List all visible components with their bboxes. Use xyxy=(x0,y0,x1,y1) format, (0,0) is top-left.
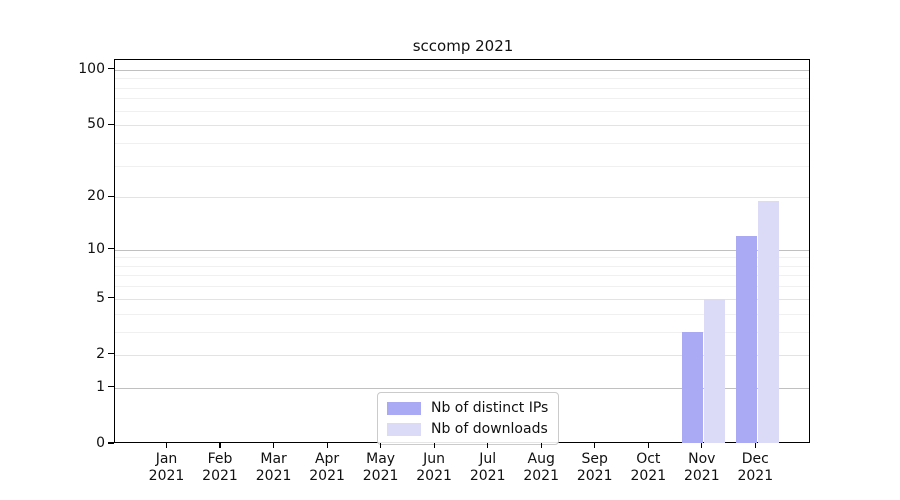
legend-item: Nb of distinct IPs xyxy=(387,400,548,416)
legend-item: Nb of downloads xyxy=(387,421,548,437)
gridline-labeled xyxy=(115,125,809,127)
y-tick-label: 10 xyxy=(87,240,105,257)
bar-distinct-ips xyxy=(735,236,757,443)
y-tick-mark xyxy=(108,68,114,70)
y-tick-label: 5 xyxy=(96,289,105,306)
x-tick-label: Sep 2021 xyxy=(576,451,613,484)
gridline-minor xyxy=(115,286,809,288)
x-tick-mark xyxy=(380,443,382,448)
x-tick-mark xyxy=(540,443,542,448)
x-tick-label: Dec 2021 xyxy=(737,451,774,484)
y-tick-label: 100 xyxy=(78,60,105,77)
gridline-labeled xyxy=(115,197,809,199)
x-tick-mark xyxy=(754,443,756,448)
x-tick-mark xyxy=(273,443,275,448)
legend-label: Nb of downloads xyxy=(431,421,548,437)
gridline-minor xyxy=(115,257,809,259)
y-tick-label: 20 xyxy=(87,188,105,205)
gridline-labeled xyxy=(115,298,809,300)
gridline-minor xyxy=(115,142,809,144)
gridline-labeled xyxy=(115,354,809,356)
x-tick-label: Nov 2021 xyxy=(683,451,720,484)
x-tick-mark xyxy=(487,443,489,448)
y-tick-label: 2 xyxy=(96,345,105,362)
gridline-minor xyxy=(115,331,809,333)
y-tick-mark xyxy=(108,248,114,250)
legend: Nb of distinct IPs Nb of downloads xyxy=(377,392,560,445)
gridline-minor xyxy=(115,78,809,80)
gridline-major xyxy=(115,69,809,71)
x-tick-label: Feb 2021 xyxy=(202,451,238,484)
x-tick-label: Aug 2021 xyxy=(523,451,559,484)
gridline-major xyxy=(115,249,809,251)
x-tick-mark xyxy=(594,443,596,448)
y-tick-label: 1 xyxy=(96,378,105,395)
y-tick-mark xyxy=(108,353,114,355)
plot-area: Nb of distinct IPs Nb of downloads xyxy=(114,59,810,445)
legend-swatch xyxy=(387,401,421,415)
y-tick-mark xyxy=(108,123,114,125)
gridline-minor xyxy=(115,165,809,167)
y-tick-mark xyxy=(108,386,114,388)
x-tick-label: Mar 2021 xyxy=(255,451,292,484)
y-tick-label: 50 xyxy=(87,116,105,133)
x-tick-label: May 2021 xyxy=(362,451,399,484)
y-tick-mark xyxy=(108,297,114,299)
x-tick-label: Oct 2021 xyxy=(630,451,667,484)
x-tick-mark xyxy=(326,443,328,448)
y-tick-label: 0 xyxy=(96,435,105,451)
x-tick-mark xyxy=(165,443,168,448)
bar-distinct-ips xyxy=(682,331,704,443)
gridline-minor xyxy=(115,313,809,315)
gridline-minor xyxy=(115,265,809,267)
x-tick-mark xyxy=(219,443,221,448)
y-tick-mark xyxy=(108,195,114,197)
legend-label: Nb of distinct IPs xyxy=(431,400,549,416)
x-tick-label: Jun 2021 xyxy=(416,451,452,484)
x-tick-mark xyxy=(433,443,435,448)
gridline-minor xyxy=(115,275,809,277)
x-tick-label: Jul 2021 xyxy=(469,451,506,484)
bar-downloads xyxy=(757,201,779,443)
x-tick-mark xyxy=(701,443,703,448)
bar-downloads xyxy=(704,298,726,443)
legend-swatch xyxy=(387,422,421,436)
gridline-minor xyxy=(115,87,809,89)
x-tick-label: Apr 2021 xyxy=(309,451,345,484)
gridline-major xyxy=(115,387,809,389)
gridline-minor xyxy=(115,98,809,100)
y-tick-mark xyxy=(108,442,114,444)
x-tick-label: Jan 2021 xyxy=(148,451,185,484)
gridline-minor xyxy=(115,110,809,112)
chart-title: sccomp 2021 xyxy=(412,37,514,55)
x-tick-mark xyxy=(647,443,649,448)
